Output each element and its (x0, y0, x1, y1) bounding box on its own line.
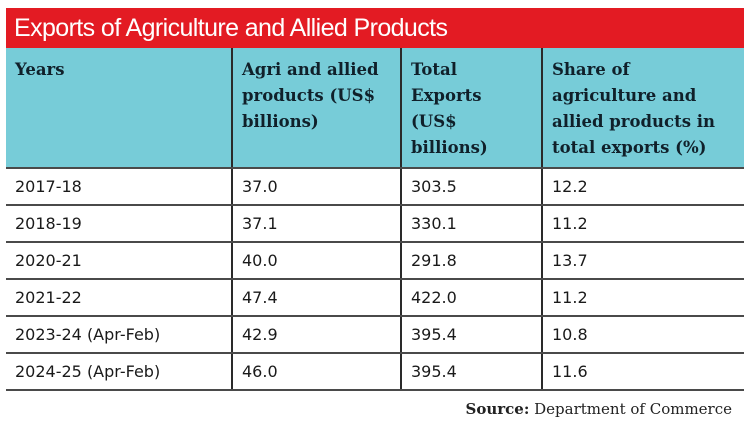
table-row: 2024-25 (Apr-Feb) 46.0 395.4 11.6 (6, 353, 744, 391)
table-row: 2021-22 47.4 422.0 11.2 (6, 279, 744, 317)
cell-total-exports: 422.0 (400, 279, 542, 317)
cell-share: 13.7 (541, 242, 744, 280)
table-row: 2017-18 37.0 303.5 12.2 (6, 168, 744, 206)
cell-total-exports: 395.4 (400, 353, 542, 391)
cell-total-exports: 330.1 (400, 205, 542, 243)
cell-total-exports: 395.4 (400, 316, 542, 354)
cell-year: 2018-19 (6, 205, 232, 243)
cell-share: 12.2 (541, 168, 744, 206)
cell-agri: 42.9 (231, 316, 401, 354)
cell-agri: 46.0 (231, 353, 401, 391)
source-label: Source: (465, 400, 530, 418)
exports-table: Years Agri and allied products (US$ bill… (6, 48, 744, 391)
cell-agri: 37.0 (231, 168, 401, 206)
source-note: Source: Department of Commerce (466, 400, 733, 418)
title-bar: Exports of Agriculture and Allied Produc… (6, 8, 744, 48)
cell-year: 2023-24 (Apr-Feb) (6, 316, 232, 354)
header-years: Years (6, 48, 232, 169)
header-total-exports: Total Exports (US$ billions) (400, 48, 542, 169)
table-row: 2018-19 37.1 330.1 11.2 (6, 205, 744, 243)
cell-year: 2021-22 (6, 279, 232, 317)
cell-agri: 37.1 (231, 205, 401, 243)
cell-year: 2024-25 (Apr-Feb) (6, 353, 232, 391)
cell-year: 2017-18 (6, 168, 232, 206)
header-share: Share of agriculture and allied products… (541, 48, 744, 169)
cell-agri: 47.4 (231, 279, 401, 317)
cell-total-exports: 291.8 (400, 242, 542, 280)
cell-agri: 40.0 (231, 242, 401, 280)
table-title: Exports of Agriculture and Allied Produc… (14, 14, 448, 42)
cell-share: 10.8 (541, 316, 744, 354)
cell-year: 2020-21 (6, 242, 232, 280)
cell-share: 11.2 (541, 279, 744, 317)
source-text: Department of Commerce (534, 400, 732, 418)
cell-share: 11.6 (541, 353, 744, 391)
cell-share: 11.2 (541, 205, 744, 243)
header-agri: Agri and allied products (US$ billions) (231, 48, 401, 169)
header-row: Years Agri and allied products (US$ bill… (6, 48, 744, 169)
cell-total-exports: 303.5 (400, 168, 542, 206)
table-row: 2020-21 40.0 291.8 13.7 (6, 242, 744, 280)
table-row: 2023-24 (Apr-Feb) 42.9 395.4 10.8 (6, 316, 744, 354)
